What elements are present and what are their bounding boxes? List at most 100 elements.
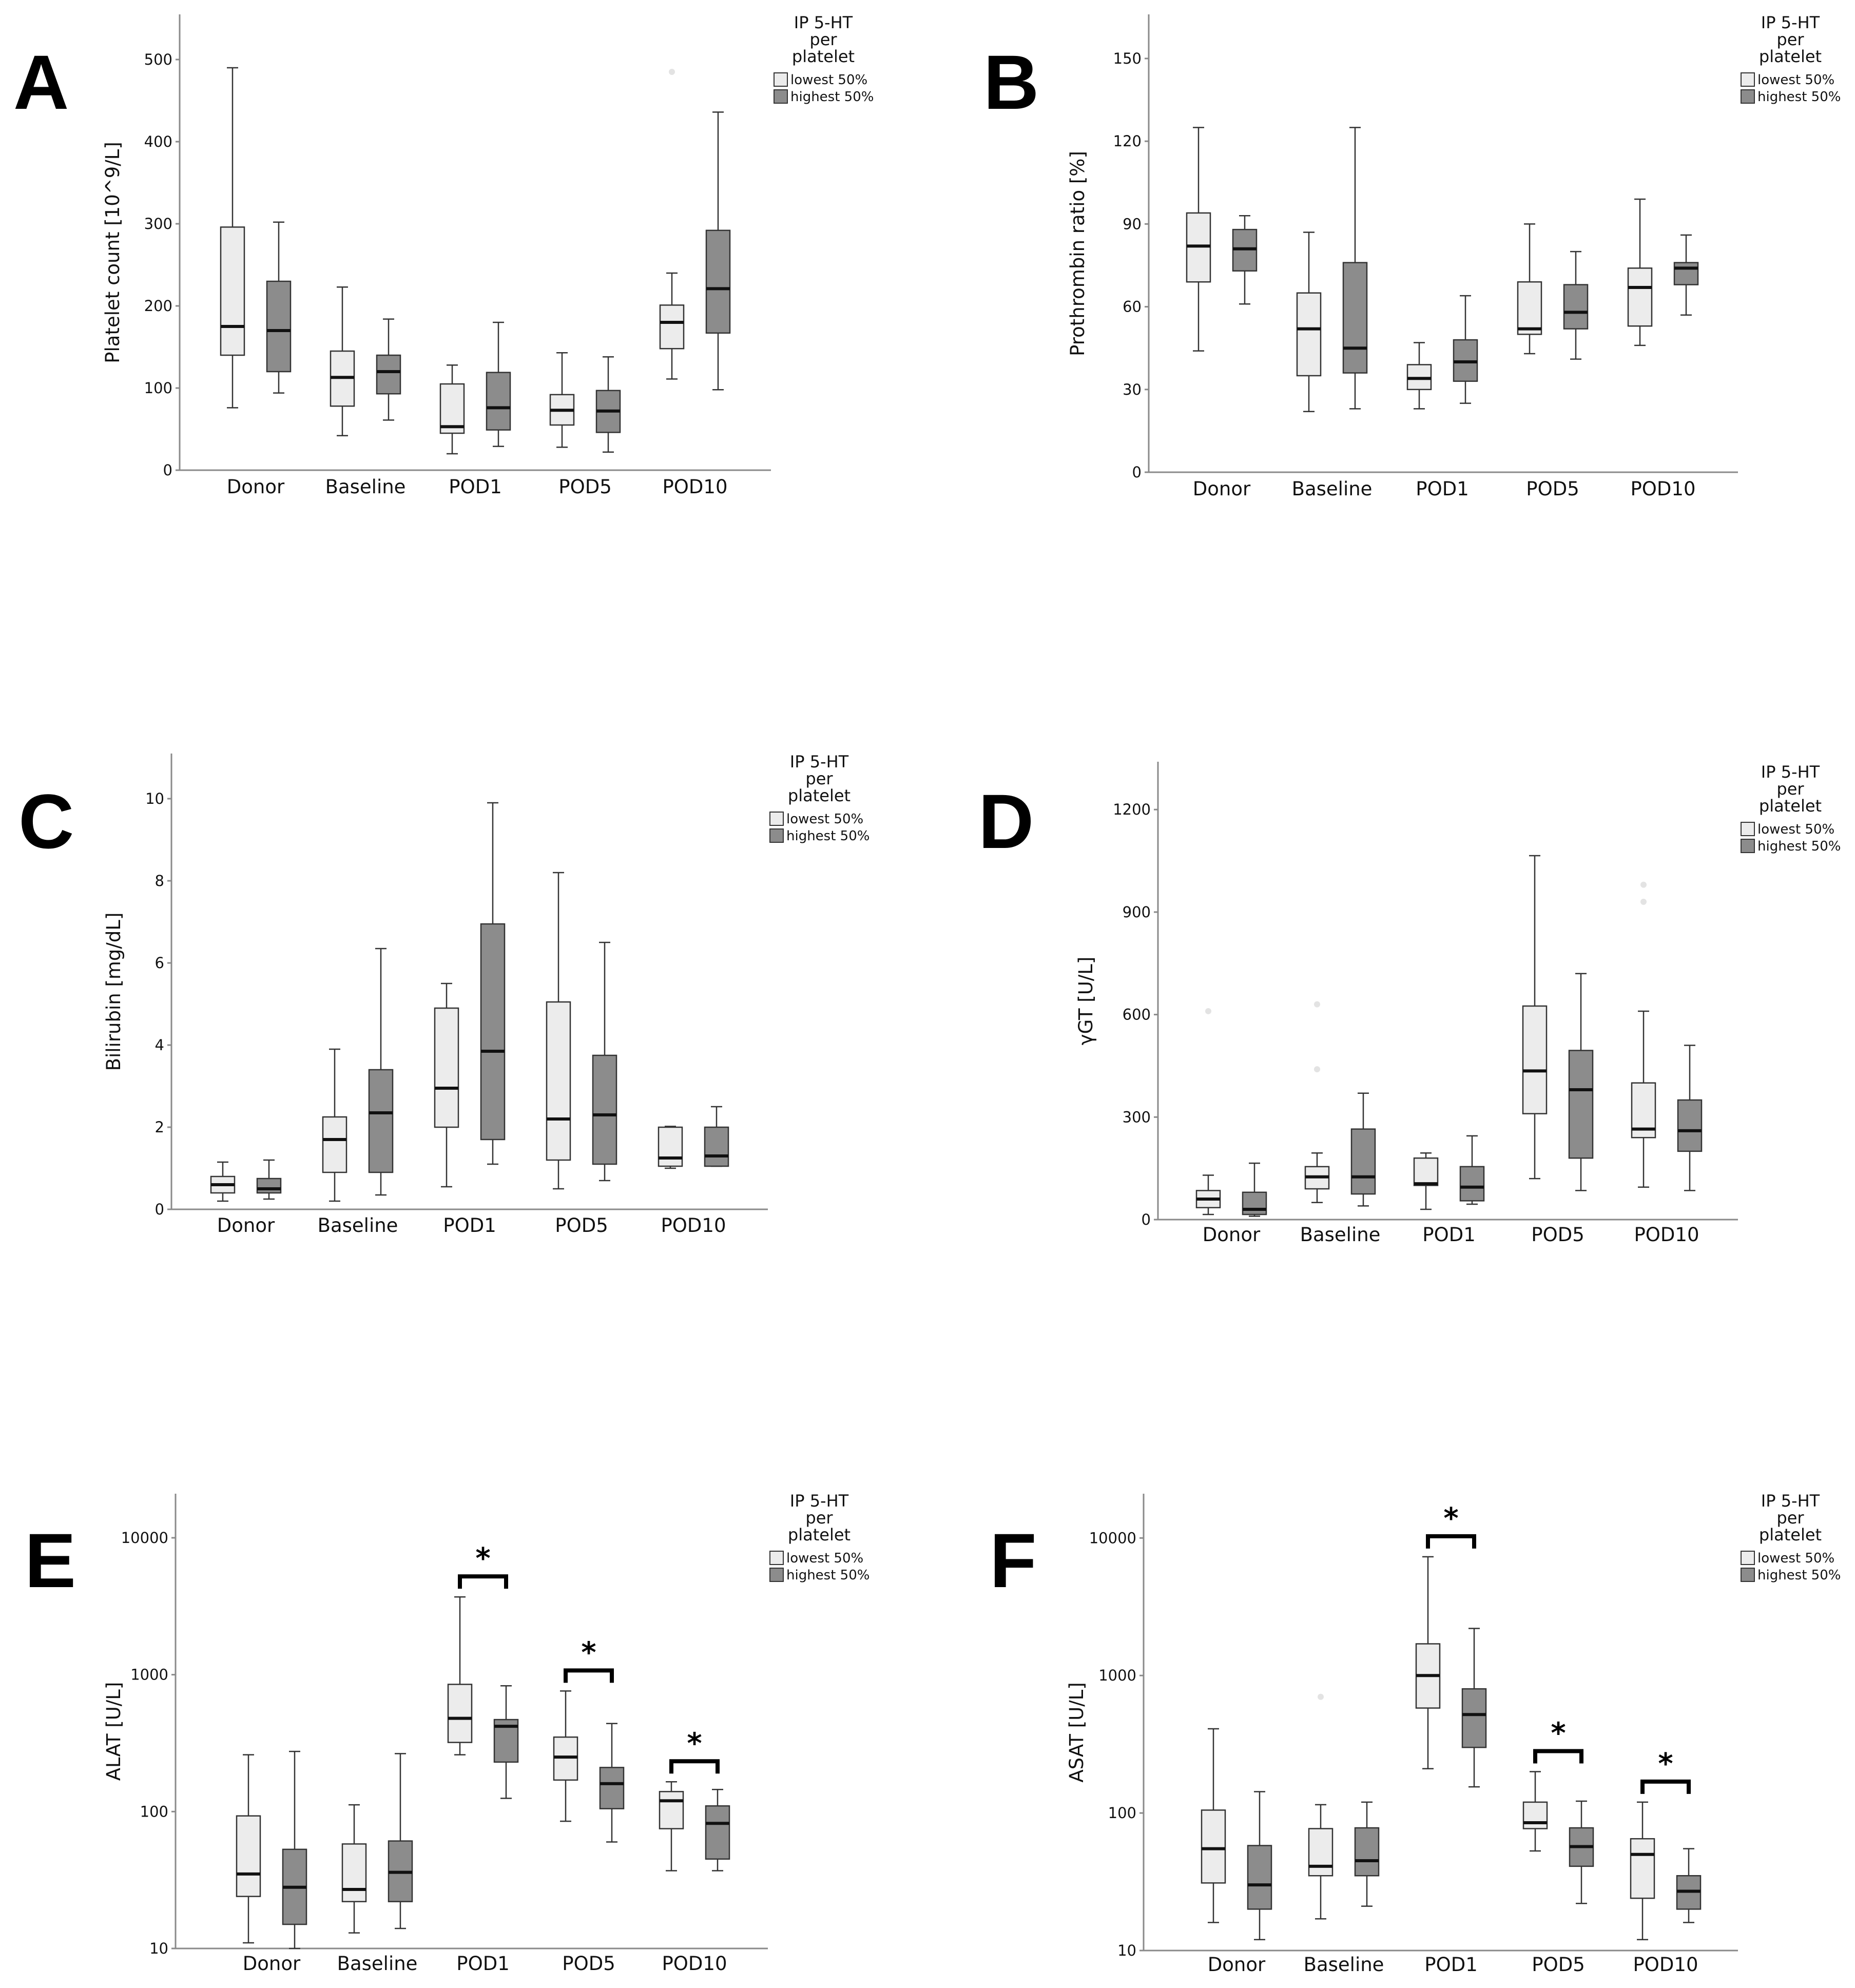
significance-bracket (1426, 1534, 1476, 1549)
box-lowest (658, 1126, 683, 1169)
box-lowest (1630, 1801, 1655, 1941)
legend-title: per (1776, 1508, 1804, 1528)
x-category-label: POD1 (443, 1214, 496, 1237)
legend-entry-label: lowest 50% (790, 72, 867, 88)
x-category-label: POD5 (562, 1953, 615, 1975)
box-lowest (659, 272, 685, 380)
box-iqr (1517, 281, 1542, 335)
box-iqr (236, 1815, 261, 1897)
x-category-label: POD10 (662, 1953, 727, 1975)
significance-star: * (1551, 1716, 1566, 1750)
box-iqr (439, 383, 465, 434)
legend-entry-label: lowest 50% (1757, 72, 1834, 88)
x-category-label: POD1 (1416, 478, 1468, 500)
y-tick-label: 1000 (130, 1666, 168, 1684)
legend-title: platelet (1759, 796, 1822, 816)
y-tick-label: 1000 (1098, 1667, 1136, 1684)
box-lowest (1406, 342, 1432, 410)
y-axis-label: Platelet count [10^9/L] (102, 142, 124, 363)
legend-swatch (769, 1551, 784, 1565)
box-lowest (1308, 1804, 1334, 1920)
x-category-label: POD1 (449, 476, 501, 498)
box-lowest (1413, 1152, 1439, 1210)
legend-swatch (769, 828, 784, 843)
y-tick-label: 0 (155, 1201, 164, 1218)
box-lowest (1415, 1556, 1441, 1770)
legend-title: IP 5-HT (790, 1491, 849, 1511)
box-highest (1673, 234, 1699, 316)
panel-letter: B (983, 39, 1039, 125)
legend-title: platelet (788, 786, 851, 805)
y-tick-label: 10 (145, 790, 164, 807)
panel-letter: E (25, 1517, 76, 1604)
legend-title: platelet (788, 1525, 851, 1545)
y-tick-label: 400 (144, 133, 172, 150)
box-lowest (236, 1754, 261, 1944)
box-iqr (1568, 1050, 1594, 1159)
box-highest (1242, 1162, 1267, 1217)
legend-title: IP 5-HT (790, 752, 849, 771)
box-iqr (658, 1126, 683, 1167)
panel-d: D 0 300 600 900 1200 γGT [U/L] Donor Baseline POD… (978, 762, 1841, 1246)
significance-star: * (581, 1636, 596, 1669)
box-lowest (1304, 1152, 1330, 1203)
box-iqr (704, 1126, 729, 1167)
box-iqr (1627, 267, 1653, 327)
box-highest (1350, 1092, 1376, 1207)
significance-star: * (1658, 1747, 1673, 1781)
box-highest (1569, 1800, 1594, 1904)
legend-swatch (1741, 839, 1755, 853)
y-tick-label: 900 (1123, 903, 1151, 921)
box-lowest (1522, 855, 1548, 1180)
legend-swatch (769, 1568, 784, 1582)
box-highest (592, 941, 617, 1182)
box-highest (1563, 250, 1589, 360)
box-iqr (705, 1805, 730, 1860)
legend-entry-label: highest 50% (790, 89, 874, 105)
legend-entry-label: lowest 50% (1757, 1551, 1834, 1566)
x-category-label: Baseline (1304, 1954, 1384, 1976)
x-category-label: POD5 (1531, 1224, 1584, 1246)
y-tick-label: 10000 (121, 1529, 168, 1547)
box-lowest (1296, 231, 1322, 413)
box-iqr (546, 1001, 571, 1161)
box-iqr (1522, 1801, 1548, 1829)
box-iqr (220, 226, 245, 356)
legend-swatch (1741, 1568, 1755, 1582)
box-lowest (659, 1781, 684, 1871)
panel-f: F 10 100 1000 10000 ASAT [U/L] Donor Baseline PO… (990, 1491, 1841, 1976)
box-lowest (546, 872, 571, 1190)
x-category-label: POD10 (661, 1214, 726, 1237)
box-iqr (1522, 1005, 1548, 1114)
legend-title: IP 5-HT (1761, 1491, 1820, 1511)
box-highest (1568, 973, 1594, 1191)
box-iqr (322, 1116, 347, 1173)
significance-star: * (687, 1727, 702, 1760)
outlier-point (1318, 1693, 1324, 1700)
legend-title: platelet (792, 47, 855, 66)
box-lowest (439, 364, 465, 455)
box-highest (1232, 215, 1258, 305)
x-category-label: Baseline (337, 1953, 418, 1975)
box-iqr (376, 354, 401, 395)
box-iqr (480, 923, 506, 1141)
y-tick-label: 300 (1123, 1108, 1151, 1126)
y-tick-label: 10000 (1089, 1529, 1136, 1547)
legend-title: per (1776, 30, 1804, 49)
x-category-label: POD5 (1532, 1954, 1585, 1976)
box-highest (256, 1159, 282, 1200)
y-tick-label: 6 (155, 954, 164, 972)
legend-swatch (774, 89, 788, 104)
box-highest (1354, 1801, 1380, 1907)
legend-title: platelet (1759, 47, 1822, 66)
box-lowest (1195, 1174, 1221, 1215)
y-tick-label: 500 (144, 51, 172, 68)
box-lowest (1627, 198, 1653, 346)
y-tick-label: 60 (1123, 298, 1142, 316)
x-category-label: POD5 (1526, 478, 1579, 500)
